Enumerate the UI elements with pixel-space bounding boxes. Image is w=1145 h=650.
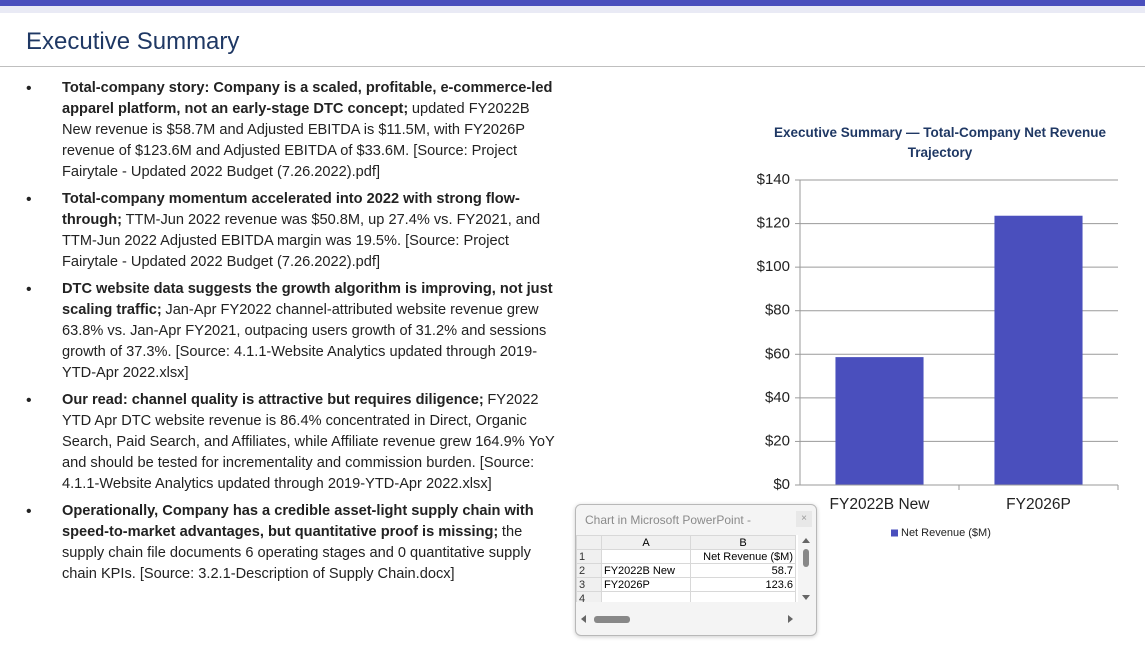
bullet-text: FY2022 YTD Apr DTC website revenue is 86… — [62, 392, 555, 492]
legend-label: Net Revenue ($M) — [901, 527, 991, 539]
bullet-text: TTM-Jun 2022 revenue was $50.8M, up 27.4… — [62, 212, 541, 270]
bullet-lead: DTC website data suggests the growth alg… — [62, 281, 553, 318]
horizontal-scrollbar[interactable] — [580, 613, 800, 625]
row-number[interactable]: 2 — [576, 563, 602, 578]
title-rule — [0, 66, 1145, 67]
column-header[interactable]: B — [690, 535, 796, 550]
cell[interactable]: 123.6 — [690, 577, 796, 592]
y-tick-label: $0 — [773, 476, 790, 493]
bullet: Operationally, Company has a credible as… — [26, 501, 556, 585]
y-tick-label: $120 — [757, 215, 790, 232]
bullet-text: the supply chain file documents 6 operat… — [62, 524, 531, 582]
cell[interactable]: 58.7 — [690, 563, 796, 578]
vertical-scrollbar[interactable] — [800, 535, 812, 603]
bullet: Total-company story: Company is a scaled… — [26, 78, 556, 183]
cell[interactable]: FY2026P — [601, 577, 691, 592]
y-tick-label: $40 — [765, 389, 790, 406]
y-tick-label: $60 — [765, 345, 790, 362]
cell[interactable] — [601, 549, 691, 564]
bullet-list: Total-company story: Company is a scaled… — [26, 78, 556, 591]
row-number[interactable]: 4 — [576, 591, 602, 602]
bullet-lead: Total-company story: Company is a scaled… — [62, 80, 553, 117]
x-tick-label: FY2026P — [1006, 496, 1071, 513]
cell[interactable]: Net Revenue ($M) — [690, 549, 796, 564]
slide-title: Executive Summary — [26, 28, 240, 55]
legend-swatch — [891, 529, 898, 537]
bar — [835, 357, 924, 485]
bullet-text: Jan-Apr FY2022 channel-attributed websit… — [62, 302, 547, 381]
datasheet-title: Chart in Microsoft PowerPoint - — [585, 513, 752, 527]
bullet-lead: Total-company momentum accelerated into … — [62, 191, 520, 228]
bullet: Total-company momentum accelerated into … — [26, 189, 556, 273]
y-tick-label: $140 — [757, 171, 790, 188]
cell[interactable] — [601, 591, 691, 602]
bullet-text: updated FY2022B New revenue is $58.7M an… — [62, 101, 530, 180]
corner-cell — [576, 535, 602, 550]
bullet: DTC website data suggests the growth alg… — [26, 279, 556, 384]
column-header[interactable]: A — [601, 535, 691, 550]
bullet-lead: Operationally, Company has a credible as… — [62, 503, 534, 540]
cell[interactable] — [690, 591, 796, 602]
row-number[interactable]: 1 — [576, 549, 602, 564]
x-tick-label: FY2022B New — [830, 496, 931, 513]
cell[interactable]: FY2022B New — [601, 563, 691, 578]
chart-title: Executive Summary — Total-Company Net Re… — [773, 125, 1107, 160]
bullet: Our read: channel quality is attractive … — [26, 390, 556, 495]
y-tick-label: $20 — [765, 432, 790, 449]
top-bar — [0, 0, 1145, 6]
sub-strip — [0, 6, 1145, 13]
y-tick-label: $100 — [757, 258, 790, 275]
bullet-lead: Our read: channel quality is attractive … — [62, 392, 484, 408]
close-button[interactable]: × — [796, 511, 812, 527]
bar — [994, 215, 1083, 485]
y-tick-label: $80 — [765, 302, 790, 319]
row-number[interactable]: 3 — [576, 577, 602, 592]
